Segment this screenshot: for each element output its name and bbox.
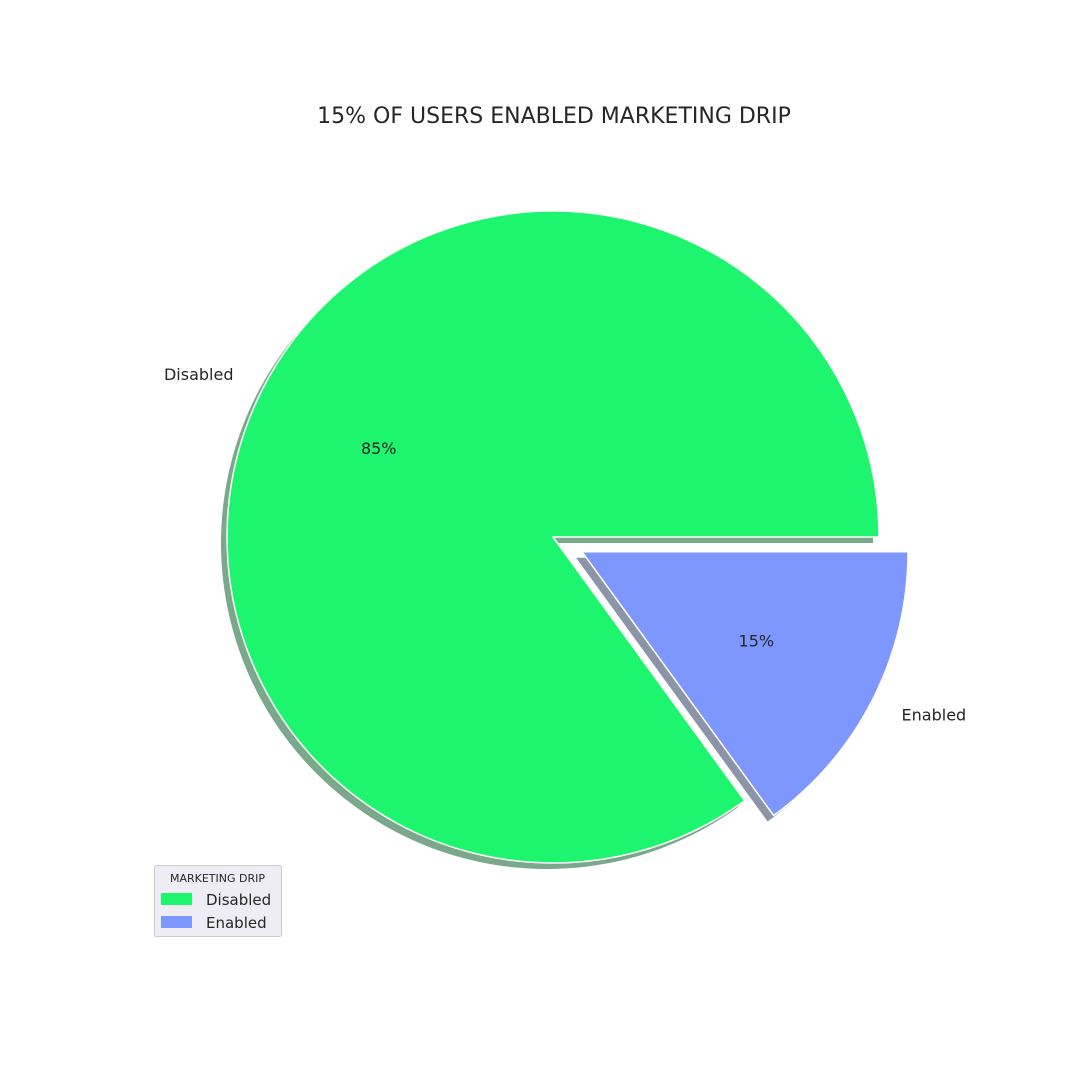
slice-label-disabled: Disabled [164, 365, 234, 384]
pie-slices [226, 210, 909, 864]
slice-percent-disabled: 85% [361, 439, 397, 458]
legend-label-enabled: Enabled [206, 914, 267, 932]
legend: MARKETING DRIP Disabled Enabled [154, 865, 282, 937]
chart-title: 15% OF USERS ENABLED MARKETING DRIP [317, 104, 791, 129]
slice-labels: Disabled 85% Enabled 15% [164, 365, 966, 724]
slice-label-enabled: Enabled [902, 706, 967, 725]
slice-percent-enabled: 15% [739, 632, 775, 651]
legend-swatch-disabled [161, 893, 192, 905]
legend-swatch-enabled [161, 916, 192, 928]
pie-slice-disabled [226, 210, 880, 864]
legend-title: MARKETING DRIP [170, 872, 265, 885]
pie-slice-enabled [581, 551, 909, 817]
legend-label-disabled: Disabled [206, 891, 271, 909]
